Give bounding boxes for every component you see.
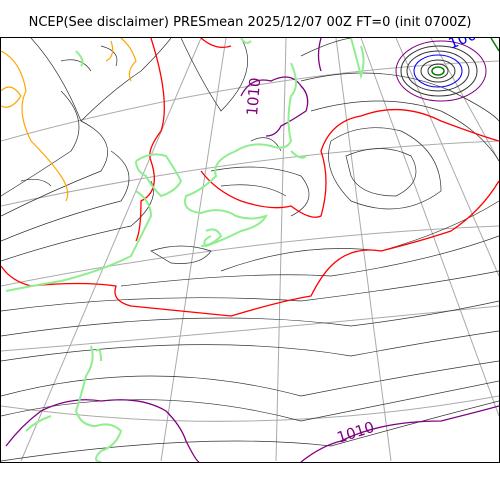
isobar-label-1000-top: 1000 xyxy=(446,38,488,53)
coastline xyxy=(350,38,365,80)
coastline xyxy=(25,415,52,432)
coastline xyxy=(200,228,223,247)
isobar xyxy=(1,360,499,397)
isobar xyxy=(1,400,499,462)
isobar xyxy=(210,166,310,217)
longitude-line xyxy=(430,38,499,162)
low-center-isobar xyxy=(431,66,445,76)
isobar xyxy=(413,54,463,88)
latitude-line xyxy=(1,60,499,142)
coastlines xyxy=(5,38,365,462)
isobar xyxy=(395,40,487,102)
longitude-line xyxy=(20,38,202,462)
isobar xyxy=(1,180,154,262)
isobar xyxy=(400,45,478,97)
isobar xyxy=(1,300,499,337)
coastline xyxy=(5,190,153,292)
coastline xyxy=(75,50,84,67)
coastline xyxy=(290,150,307,159)
isobar xyxy=(1,270,499,312)
map-title: NCEP(See disclaimer) PRESmean 2025/12/07… xyxy=(28,15,472,30)
isobar xyxy=(220,184,287,197)
isobar xyxy=(1,330,499,362)
isobar xyxy=(220,200,499,272)
pressure-map: 1010 1010 1000 xyxy=(0,37,500,463)
isobar-label-1010-lower: 1010 xyxy=(335,418,377,447)
isobar xyxy=(345,148,417,197)
isobar xyxy=(180,38,248,112)
isobar-1020 xyxy=(1,38,499,317)
isobar xyxy=(20,179,52,187)
coastline xyxy=(74,345,123,462)
isobar-1030 xyxy=(1,38,137,202)
isobar-label-1010-upper: 1010 xyxy=(243,77,264,117)
isobar xyxy=(300,38,352,57)
isobar xyxy=(120,235,499,287)
isobar-1010 xyxy=(5,38,499,462)
coastline xyxy=(95,348,102,362)
isobar xyxy=(60,59,92,72)
isobar xyxy=(427,63,449,79)
isobar xyxy=(1,380,499,422)
coastline xyxy=(240,38,252,44)
isobar xyxy=(1,150,130,242)
coastline xyxy=(135,153,183,198)
longitude-line xyxy=(160,38,227,462)
longitude-line xyxy=(275,38,287,462)
isobar xyxy=(150,245,212,264)
isobar xyxy=(310,100,499,162)
isobar xyxy=(406,50,470,92)
isobar xyxy=(490,38,499,52)
latitude-line xyxy=(1,140,499,207)
isobars xyxy=(1,38,499,462)
low-pressure-system xyxy=(395,38,499,102)
isobar xyxy=(1,120,109,217)
isobar xyxy=(328,127,442,210)
isobar xyxy=(1,90,80,197)
latitude-line xyxy=(1,395,499,422)
coastline xyxy=(184,62,297,248)
map-canvas: 1010 1010 1000 xyxy=(1,38,499,462)
isobar xyxy=(100,45,118,67)
longitude-line xyxy=(395,38,499,277)
isobar xyxy=(420,59,456,83)
latitude-line xyxy=(1,305,499,352)
isobar xyxy=(30,38,172,122)
isobar xyxy=(300,72,499,122)
